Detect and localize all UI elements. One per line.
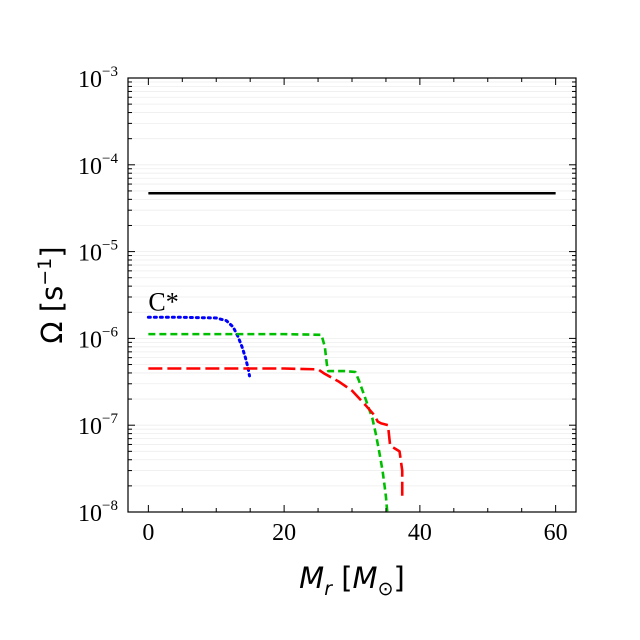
x-tick-label: 20	[272, 520, 296, 546]
x-axis-label-main: M	[299, 561, 324, 595]
y-tick-label: 10−8	[78, 498, 118, 527]
grid	[128, 81, 576, 513]
y-tick-label: 10−6	[78, 324, 118, 353]
series-group	[146, 191, 556, 512]
x-axis-label-unit-main: M	[353, 561, 378, 595]
series-line-4	[148, 367, 404, 500]
x-tick-label: 60	[544, 520, 568, 546]
y-tick-label: 10−7	[78, 411, 118, 440]
x-axis-label-unit-suffix: ]	[394, 561, 405, 595]
y-axis-label-sup: −1	[34, 258, 56, 286]
x-axis-label-unit-prefix: [	[332, 561, 353, 595]
series-line-3	[148, 332, 389, 512]
y-axis-label: Ω [s−1]	[34, 246, 69, 343]
x-axis-label-sub: r	[324, 578, 333, 600]
y-axis-label-main: Ω [s	[35, 286, 69, 344]
x-tick-label: 0	[142, 520, 154, 546]
series-line-2	[146, 315, 251, 378]
x-axis-label: Mr [M⊙]	[299, 561, 405, 600]
y-tick-label: 10−5	[78, 238, 118, 267]
y-tick-label: 10−3	[78, 64, 118, 93]
plot-frame	[127, 77, 577, 513]
y-tick-label: 10−4	[78, 151, 118, 180]
tick-labels: 0 20 40 60 10−8 10−7 10−6 10−5 10−4 10−3	[78, 64, 568, 546]
x-tick-label: 40	[408, 520, 432, 546]
ticks	[128, 78, 576, 513]
x-axis-label-unit-sub: ⊙	[378, 578, 394, 600]
y-axis-label-suffix: ]	[35, 246, 69, 257]
annotation-c-star: C*	[148, 287, 178, 316]
